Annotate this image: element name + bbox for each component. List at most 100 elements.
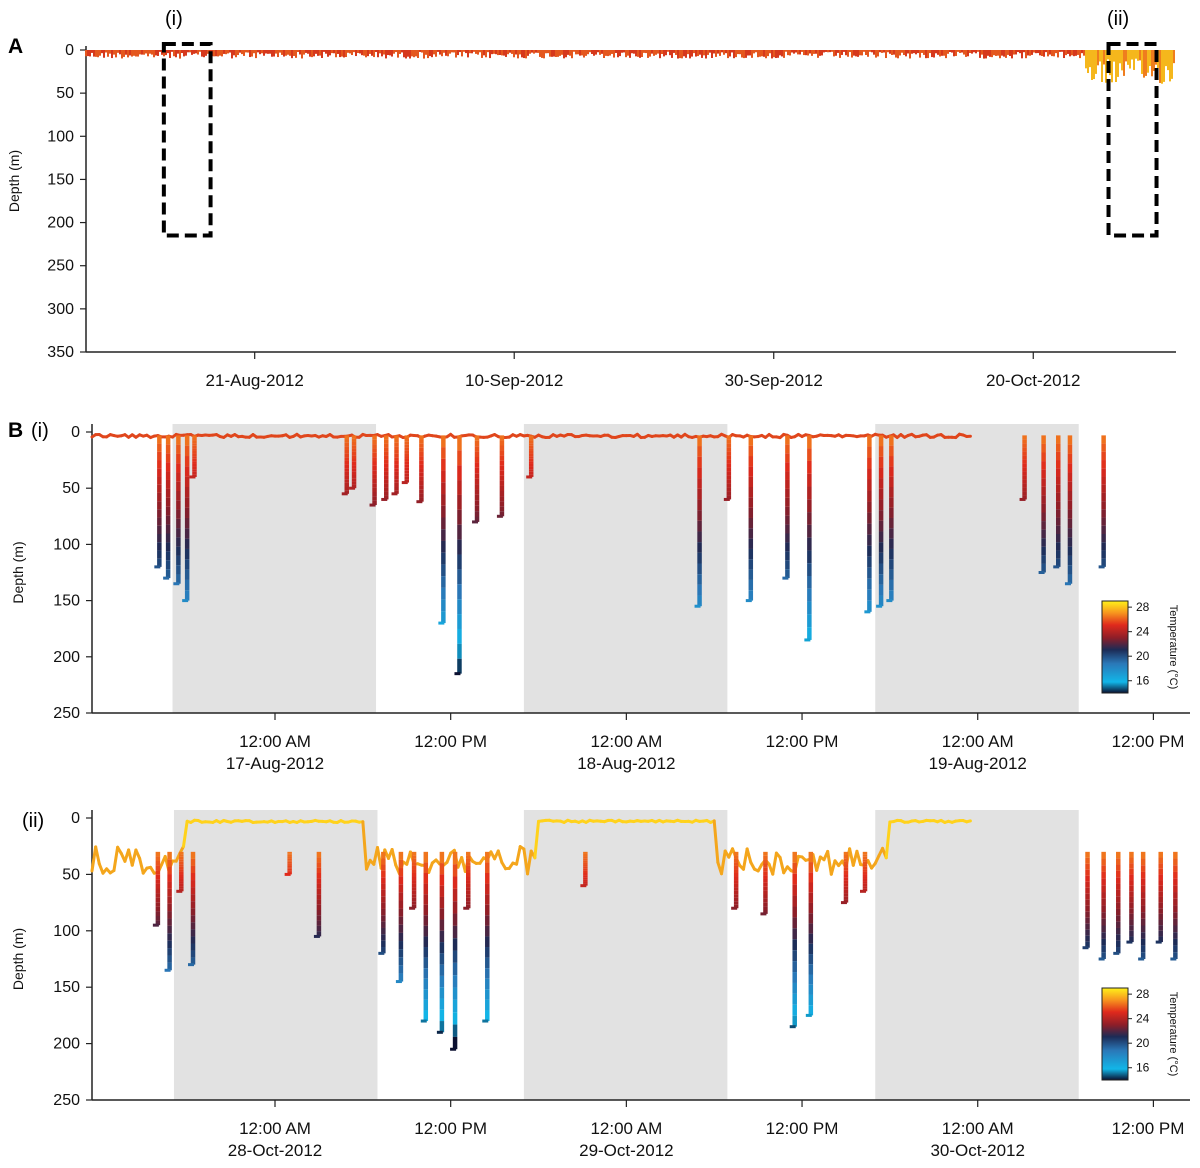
panel-b-i-dive — [864, 435, 872, 614]
panel-b-ii-night-shading — [523, 810, 728, 1100]
panel-b-i-dive — [189, 435, 197, 479]
panel-b-ii-dive — [284, 851, 292, 876]
panel-b-i-y-axis-title: Depth (m) — [10, 541, 26, 603]
panel-b-i-dive — [876, 435, 884, 608]
panel-b-i-dive — [182, 435, 190, 603]
panel-b-i-dive — [723, 435, 732, 501]
panel-b-ii-x-tick-time: 12:00 PM — [1112, 1119, 1185, 1138]
panel-b-i-dive — [1064, 435, 1073, 586]
panel-b-i-dive — [804, 435, 812, 642]
panel-b-i-dive — [401, 435, 410, 485]
surface-trace-segment — [445, 851, 453, 864]
panel-b-i-x-tick-time: 12:00 AM — [239, 732, 311, 751]
panel-b-i-colorbar-tick-label: 28 — [1136, 600, 1150, 614]
surface-trace-segment — [134, 848, 142, 860]
panel-b-ii-colorbar-tick-label: 28 — [1136, 987, 1150, 1001]
panel-b-ii-x-tick-date: 28-Oct-2012 — [228, 1141, 323, 1160]
surface-trace-segment — [815, 855, 822, 872]
surface-trace-segment — [361, 820, 368, 871]
panel-b-ii-dive — [450, 851, 458, 1051]
surface-trace-segment — [182, 819, 189, 848]
panel-a-dives — [89, 51, 1177, 309]
panel-b-ii-y-tick-label: 200 — [53, 1036, 80, 1053]
panel-b-i-dive — [472, 435, 480, 524]
panel-a-y-tick-label: 100 — [47, 128, 74, 145]
panel-b-ii-dive — [1113, 851, 1121, 955]
surface-trace-segment — [778, 855, 786, 875]
panel-a-y-tick-label: 250 — [47, 258, 74, 275]
panel-b-i-dive — [349, 435, 357, 490]
panel-a-y-axis-title: Depth (m) — [6, 150, 22, 212]
panel-b-ii-dive — [580, 851, 588, 888]
surface-trace-segment — [829, 859, 837, 876]
panel-b-ii-colorbar-tick-label: 20 — [1136, 1036, 1150, 1050]
panel-b-ii-x-tick-date: 30-Oct-2012 — [930, 1141, 1025, 1160]
panel-b-ii-colorbar-tick-label: 16 — [1136, 1061, 1150, 1075]
panel-letter-b: B — [8, 419, 23, 442]
surface-trace-segment — [965, 819, 972, 824]
panel-b-i-dive — [1053, 435, 1061, 569]
panel-b-i-dive — [416, 435, 424, 504]
panel-b-i-dive — [496, 435, 505, 518]
panel-b-ii-dive — [188, 851, 196, 967]
panel-b-ii-x-tick-time: 12:00 PM — [766, 1119, 839, 1138]
panel-b-i-y-tick-label: 150 — [53, 593, 80, 610]
panel-b-i-night-shading — [523, 424, 728, 713]
panel-b-ii-y-tick-label: 50 — [62, 866, 80, 883]
inset-label-ii-panel-a: (ii) — [1107, 8, 1129, 30]
panel-b-ii-dive — [859, 851, 868, 893]
panel-b-ii-dive — [1126, 851, 1134, 944]
panel-b-ii-dive — [152, 851, 161, 927]
panel-a-x-tick-label: 21-Aug-2012 — [206, 371, 304, 390]
panel-b-i-colorbar-tick-label: 20 — [1136, 649, 1150, 663]
surface-trace-segment — [94, 845, 101, 866]
panel-b-i-dive — [745, 435, 754, 603]
panel-b-ii-x-tick-date: 29-Oct-2012 — [579, 1141, 674, 1160]
panel-b-i-x-tick-time: 12:00 AM — [942, 732, 1014, 751]
panel-b-ii-x-tick-time: 12:00 AM — [590, 1119, 662, 1138]
panel-b-i-y-tick-label: 250 — [53, 705, 80, 722]
panel-b-ii-colorbar — [1101, 987, 1129, 1081]
panel-b-ii-y-tick-label: 0 — [71, 810, 80, 827]
panel-b-i-y-tick-label: 50 — [62, 480, 80, 497]
panel-a-y-tick-label: 200 — [47, 215, 74, 232]
panel-b-ii-dive — [1082, 851, 1090, 950]
panel-b-i-dive — [381, 435, 389, 501]
panel-b-ii-dive — [176, 851, 184, 893]
panel-b-i-dive — [694, 435, 702, 608]
panel-b-ii-x-tick-time: 12:00 AM — [239, 1119, 311, 1138]
panel-b-i-dive — [454, 435, 462, 676]
panel-b-ii-night-shading — [173, 810, 378, 1100]
surface-trace-segment — [526, 849, 533, 876]
panel-b-i-dive — [1038, 435, 1046, 574]
panel-b-ii-y-tick-label: 100 — [53, 923, 80, 940]
surface-trace-segment — [745, 847, 753, 864]
panel-b-i-dive — [173, 435, 181, 586]
surface-trace-segment — [826, 849, 833, 876]
panel-b-ii-y-axis-title: Depth (m) — [10, 928, 26, 990]
panel-b-ii-dive — [731, 851, 739, 910]
panel-b-ii-dive — [420, 851, 429, 1023]
panel-b-ii-surface-trace — [90, 818, 972, 876]
panel-b-ii-dive — [805, 851, 814, 1017]
panel-b-i-y-tick-label: 0 — [71, 424, 80, 441]
panel-b-ii-dive — [1138, 851, 1146, 961]
inset-label-ii-panel-b: (ii) — [22, 810, 44, 832]
panel-b-ii-colorbar-title: Temperature (°C) — [1167, 992, 1179, 1076]
surface-trace-segment — [712, 819, 720, 864]
panel-b-i-x-tick-date: 19-Aug-2012 — [929, 754, 1027, 773]
panel-b-ii-y-tick-label: 150 — [53, 979, 80, 996]
panel-b-ii-dive — [463, 851, 471, 910]
surface-trace-segment — [720, 849, 727, 876]
inset-label-i-panel-b: (i) — [31, 420, 49, 442]
panel-b-i-colorbar — [1101, 600, 1129, 694]
panel-b-i-x-tick-time: 12:00 PM — [414, 732, 487, 751]
panel-b-i-dive — [369, 435, 377, 507]
surface-trace-segment — [427, 861, 434, 874]
panel-b-ii-dive — [436, 851, 445, 1034]
panel-b-i-x-tick-date: 17-Aug-2012 — [226, 754, 324, 773]
surface-trace-segment — [515, 845, 522, 866]
surface-trace-segment — [390, 847, 398, 867]
panel-b-ii-x-tick-time: 12:00 PM — [414, 1119, 487, 1138]
panel-a-y-tick-label: 50 — [56, 85, 74, 102]
